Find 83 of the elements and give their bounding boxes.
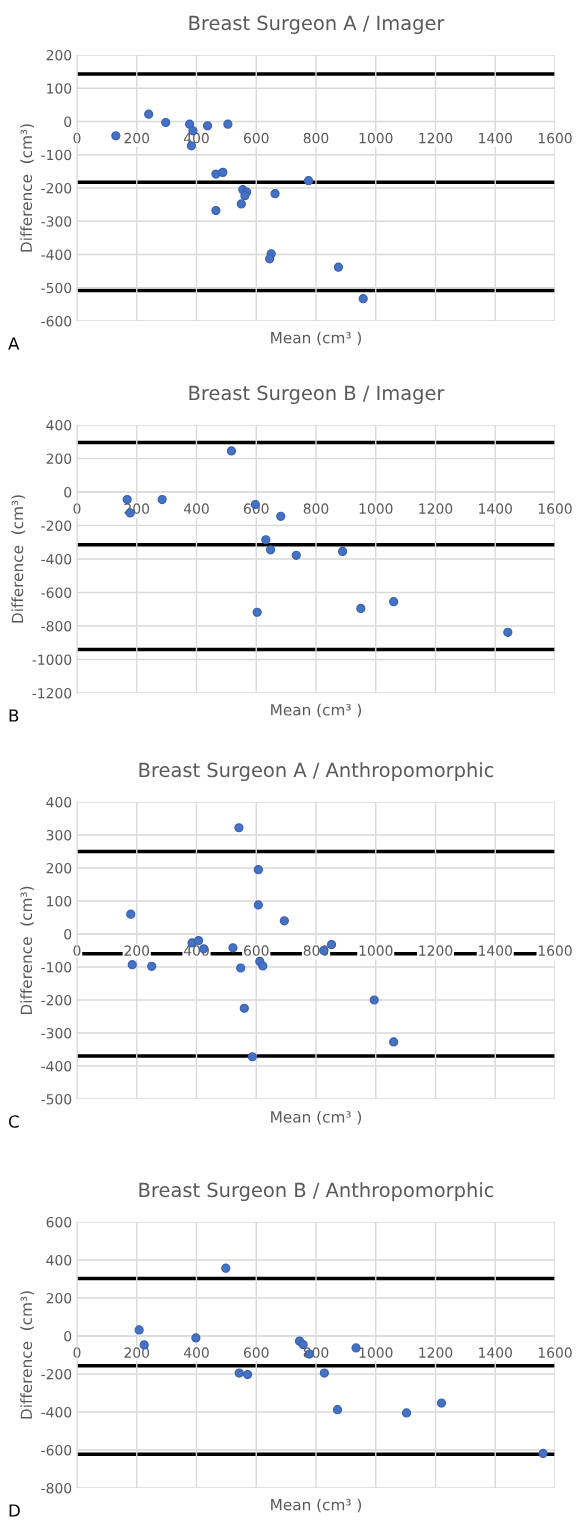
y-tick-label: -200 <box>41 182 72 194</box>
y-tick-label: -800 <box>41 1482 72 1494</box>
y-tick-label: 0 <box>64 116 72 127</box>
y-tick-label: -500 <box>41 1093 72 1105</box>
y-tick-label: -200 <box>41 1368 72 1380</box>
x-tick-label: 600 <box>243 1347 269 1358</box>
y-tick-label: 0 <box>64 928 72 940</box>
x-tick-label: 200 <box>124 1347 150 1358</box>
x-tick-label: 200 <box>124 945 150 956</box>
x-tick-label: 400 <box>183 132 209 144</box>
x-tick-label: 1600 <box>538 503 572 514</box>
y-tick-label: 400 <box>46 1254 72 1266</box>
x-tick-label: 0 <box>73 132 81 144</box>
x-tick-label: 800 <box>303 503 329 514</box>
y-tick-label: -400 <box>41 1406 72 1418</box>
y-tick-label: -500 <box>41 282 72 294</box>
x-tick-label: 800 <box>303 132 329 144</box>
x-tick-label: 600 <box>243 945 269 956</box>
x-tick-label: 1200 <box>419 503 453 514</box>
x-tick-label: 1000 <box>359 945 393 956</box>
y-tick-label: -600 <box>41 1444 72 1456</box>
y-tick-label: -1000 <box>32 654 72 665</box>
y-tick-label: 200 <box>46 1292 72 1304</box>
x-tick-label: 1600 <box>538 1347 572 1358</box>
y-tick-label: -300 <box>41 1027 72 1039</box>
y-tick-label: -100 <box>41 961 72 973</box>
chart-title: Breast Surgeon B / Anthropomorphic <box>139 1182 494 1202</box>
y-tick-label: -800 <box>41 620 72 632</box>
x-tick-label: 1400 <box>479 132 512 144</box>
y-tick-label: 200 <box>46 49 72 61</box>
y-axis-title: Difference (cm³) <box>20 886 34 1015</box>
x-tick-label: 400 <box>183 1347 209 1358</box>
x-axis-title: Mean (cm³ ) <box>271 1498 362 1513</box>
x-tick-label: 1000 <box>359 132 393 144</box>
x-tick-label: 0 <box>73 945 81 956</box>
y-tick-label: -400 <box>41 1060 72 1072</box>
x-axis-title: Mean (cm³ ) <box>271 703 362 718</box>
y-tick-label: -400 <box>41 249 72 260</box>
y-tick-label: -100 <box>41 149 72 161</box>
y-tick-label: -200 <box>41 994 72 1006</box>
y-tick-label: 100 <box>47 83 72 94</box>
y-tick-label: 200 <box>46 862 72 874</box>
x-tick-label: 1200 <box>419 1347 453 1358</box>
y-axis-title: Difference (cm³) <box>11 495 26 623</box>
x-axis-title: Mean (cm³ ) <box>271 1110 362 1125</box>
chart-title: Breast Surgeon B / Imager <box>189 385 445 405</box>
y-tick-label: 200 <box>46 453 72 464</box>
x-tick-label: 1200 <box>419 132 453 144</box>
x-tick-label: 600 <box>243 132 269 144</box>
y-axis-title: Difference (cm³) <box>20 124 34 252</box>
y-tick-label: 600 <box>46 1216 72 1228</box>
x-tick-label: 1000 <box>359 503 393 514</box>
text: C <box>8 1115 19 1128</box>
x-axis-title: Mean (cm³ ) <box>271 331 362 346</box>
text: D <box>9 1504 20 1517</box>
x-tick-label: 1600 <box>538 945 572 956</box>
text: A <box>8 337 20 350</box>
y-tick-label: 0 <box>64 486 72 498</box>
text: B <box>9 709 19 722</box>
y-tick-label: -300 <box>41 216 72 227</box>
y-tick-label: 400 <box>46 419 72 431</box>
x-tick-label: 1000 <box>359 1347 393 1358</box>
x-tick-label: 1600 <box>538 132 572 144</box>
x-tick-label: 0 <box>73 1347 81 1358</box>
y-tick-label: -600 <box>41 315 72 327</box>
y-tick-label: 300 <box>46 829 72 841</box>
x-tick-label: 1400 <box>479 503 512 514</box>
y-tick-label: -1200 <box>32 687 72 699</box>
y-tick-label: -200 <box>41 520 72 531</box>
x-tick-label: 0 <box>73 503 81 514</box>
x-tick-label: 1200 <box>419 945 453 956</box>
x-tick-label: 1400 <box>479 945 512 956</box>
y-axis-title: Difference (cm³) <box>20 1291 34 1419</box>
x-tick-label: 200 <box>124 132 150 144</box>
y-tick-label: 0 <box>64 1330 72 1342</box>
y-tick-label: -400 <box>41 553 72 565</box>
y-tick-label: 400 <box>46 796 72 808</box>
chart-title: Breast Surgeon A / Imager <box>189 15 445 35</box>
x-tick-label: 400 <box>183 503 209 514</box>
y-tick-label: 100 <box>47 895 72 907</box>
x-tick-label: 1400 <box>479 1347 512 1358</box>
y-tick-label: -600 <box>41 587 72 598</box>
chart-title: Breast Surgeon A / Anthropomorphic <box>139 762 494 782</box>
